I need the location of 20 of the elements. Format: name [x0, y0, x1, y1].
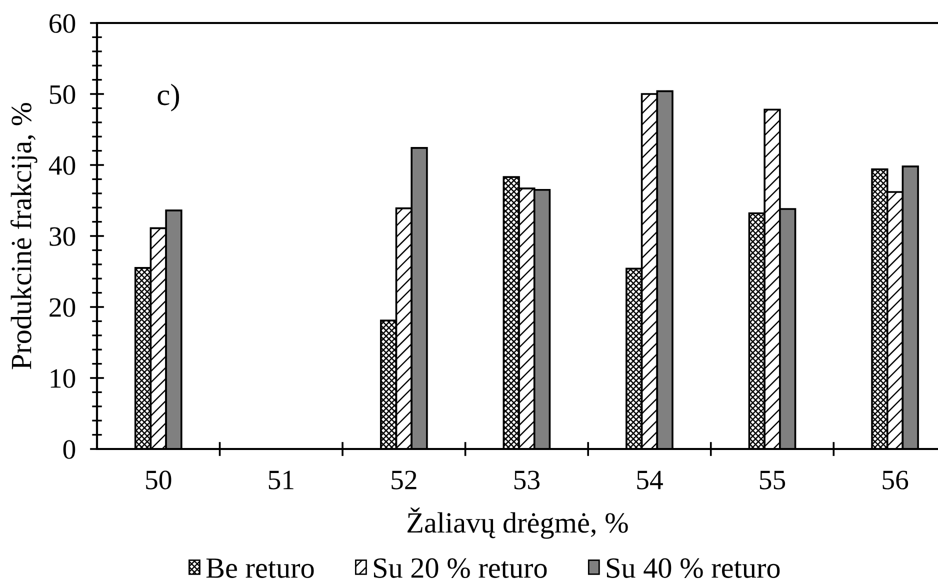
legend-label: Su 20 % returo	[374, 558, 547, 578]
x-tick-label: 53	[514, 470, 540, 490]
legend-label: Su 40 % returo	[606, 558, 780, 578]
x-axis-title: Žaliavų drėgmė, %	[408, 508, 628, 539]
annotation: c)	[158, 84, 180, 112]
legend-label: Be returo	[206, 558, 314, 578]
y-tick-label: 10	[50, 369, 76, 388]
x-tick-label: 52	[392, 470, 416, 490]
x-tick-label: 51	[268, 470, 294, 490]
x-tick-label: 56	[882, 470, 908, 490]
y-tick-label: 40	[48, 156, 76, 175]
y-tick-label: 20	[50, 298, 76, 317]
y-axis-title: Produkcinė frakcija, %	[10, 102, 38, 370]
y-tick-label: 0	[63, 440, 76, 459]
x-tick-label: 54	[637, 470, 663, 490]
y-tick-label: 30	[50, 227, 76, 246]
y-tick-label: 60	[50, 14, 76, 33]
y-tick-label: 50	[50, 85, 76, 104]
x-tick-label: 55	[760, 470, 786, 490]
x-tick-label: 50	[146, 470, 172, 490]
